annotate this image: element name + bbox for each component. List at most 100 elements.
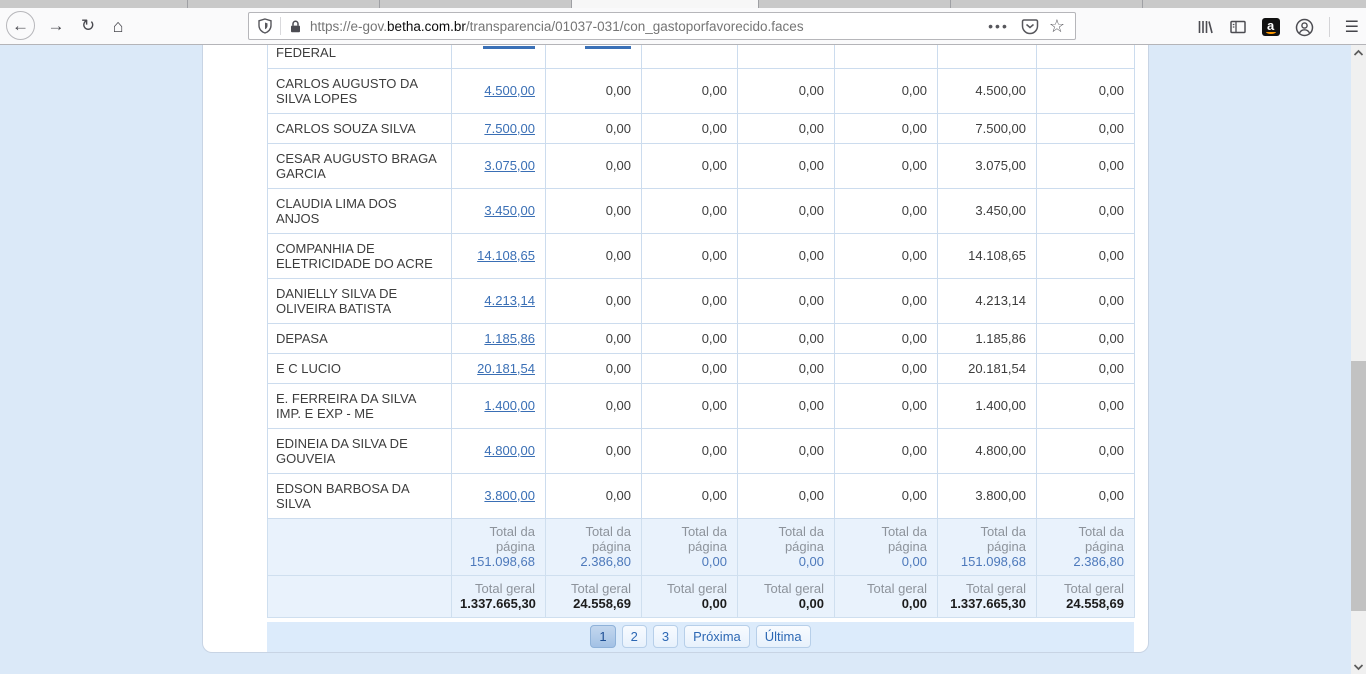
pocket-icon[interactable] <box>1021 17 1039 35</box>
empenhado-link[interactable]: 14.108,65 <box>477 248 535 263</box>
value-cell: 0,00 <box>834 382 938 429</box>
page-button-2[interactable]: 2 <box>621 625 647 648</box>
table-row: EDSON BARBOSA DA SILVA 3.800,00 0,00 0,00 0,… <box>267 472 1135 519</box>
forward-button[interactable]: → <box>44 16 68 36</box>
grand-total-value: 24.558,69 <box>1066 595 1124 611</box>
page-total-value: 151.098,68 <box>469 553 535 569</box>
empenhado-link[interactable]: 7.500,00 <box>484 120 535 136</box>
empenhado-link[interactable]: 3.450,00 <box>484 203 535 218</box>
tracking-protection-shield-icon[interactable] <box>257 18 273 34</box>
empenhado-link[interactable]: 3.800,00 <box>484 488 535 503</box>
value-cell: 14.108,65 <box>451 232 546 279</box>
value-cell <box>737 45 835 69</box>
value-cell: 0,00 <box>641 142 738 189</box>
empenhado-link[interactable]: 4.800,00 <box>484 443 535 458</box>
table-row: COMPANHIA DE ELETRICIDADE DO ACRE 14.108,… <box>267 232 1135 279</box>
value-cell: 0,00 <box>545 427 642 474</box>
home-button[interactable]: ⌂ <box>106 16 130 36</box>
value-cell: 0,00 <box>737 142 835 189</box>
value-cell: 0,00 <box>737 67 835 114</box>
page-total-value: 0,00 <box>701 553 727 569</box>
page-total-cell: Total da página 0,00 <box>834 517 938 576</box>
scrollbar-thumb[interactable] <box>1351 361 1366 611</box>
clipped-link[interactable] <box>483 46 535 49</box>
value-cell: 0,00 <box>1036 322 1135 354</box>
table-row-partial: FEDERAL <box>267 45 1135 69</box>
favorecido-name-cell: CESAR AUGUSTO BRAGA GARCIA <box>267 142 452 189</box>
back-icon: ← <box>12 15 29 35</box>
library-icon[interactable] <box>1196 18 1214 36</box>
value-cell: 0,00 <box>737 232 835 279</box>
page-total-value: 2.386,80 <box>580 553 631 569</box>
amazon-icon[interactable]: a <box>1261 18 1280 36</box>
forward-icon: → <box>47 16 65 35</box>
table-row: CLAUDIA LIMA DOS ANJOS 3.450,00 0,00 0,00 0,… <box>267 187 1135 234</box>
scroll-down-arrow[interactable] <box>1351 659 1366 674</box>
page-total-value: 0,00 <box>798 553 824 569</box>
value-cell: 0,00 <box>834 67 938 114</box>
value-cell: 20.181,54 <box>451 352 546 384</box>
page-total-label: Total da página <box>778 523 824 554</box>
favorecido-name-cell: EDINEIA DA SILVA DE GOUVEIA <box>267 427 452 474</box>
value-cell: 0,00 <box>641 67 738 114</box>
table-row: CARLOS AUGUSTO DA SILVA LOPES 4.500,00 0,0… <box>267 67 1135 114</box>
grand-total-label: Total geral <box>867 580 927 596</box>
page-total-cell: Total da página 151.098,68 <box>937 517 1037 576</box>
pagination-bar: 1 2 3 Próxima Última <box>267 621 1134 652</box>
value-cell: 0,00 <box>1036 277 1135 324</box>
page-total-cell: Total da página 2.386,80 <box>545 517 642 576</box>
empenhado-link[interactable]: 4.500,00 <box>484 83 535 98</box>
bookmark-star-icon[interactable]: ☆ <box>1048 16 1065 36</box>
clipped-link[interactable] <box>585 46 631 49</box>
favorecido-name-cell: DEPASA <box>267 322 452 354</box>
https-lock-icon[interactable] <box>288 19 303 34</box>
back-button[interactable]: ← <box>6 11 35 40</box>
next-page-button[interactable]: Próxima <box>684 625 750 648</box>
empenhado-link[interactable]: 1.185,86 <box>484 330 535 346</box>
grand-total-label: Total geral <box>667 580 727 596</box>
value-cell: 4.500,00 <box>451 67 546 114</box>
sidebar-icon[interactable] <box>1229 18 1247 36</box>
value-cell: 0,00 <box>545 277 642 324</box>
url-prefix: https://e-gov. <box>310 18 388 34</box>
favorecido-name-cell: DANIELLY SILVA DE OLIVEIRA BATISTA <box>267 277 452 324</box>
empenhado-link[interactable]: 4.213,14 <box>484 293 535 308</box>
value-cell: 0,00 <box>545 382 642 429</box>
home-icon: ⌂ <box>112 16 124 36</box>
value-cell: 3.075,00 <box>451 142 546 189</box>
page-actions-icon[interactable]: ••• <box>988 18 1009 34</box>
value-cell: 0,00 <box>641 472 738 519</box>
value-cell: 0,00 <box>834 112 938 144</box>
url-bar[interactable]: https://e-gov.betha.com.br/transparencia… <box>248 12 1076 40</box>
grand-total-value: 0,00 <box>901 595 927 611</box>
tab-strip <box>0 0 1366 8</box>
active-tab[interactable] <box>571 0 758 8</box>
value-cell: 0,00 <box>641 382 738 429</box>
account-icon[interactable] <box>1295 18 1314 37</box>
value-cell: 0,00 <box>834 232 938 279</box>
value-cell: 1.400,00 <box>451 382 546 429</box>
grand-total-label: Total geral <box>571 580 631 596</box>
reload-button[interactable]: ↻ <box>76 16 100 36</box>
empenhado-link[interactable]: 20.181,54 <box>477 360 535 376</box>
vertical-scrollbar[interactable] <box>1351 45 1366 674</box>
last-page-button[interactable]: Última <box>755 625 811 648</box>
page-button-1[interactable]: 1 <box>590 625 616 648</box>
page-button-3[interactable]: 3 <box>652 625 679 648</box>
grand-total-value: 0,00 <box>701 595 727 611</box>
value-cell <box>451 45 546 69</box>
page-total-label: Total da página <box>489 523 535 554</box>
page-total-label: Total da página <box>881 523 927 554</box>
scroll-up-arrow[interactable] <box>1351 45 1366 60</box>
favorecido-name-cell: COMPANHIA DE ELETRICIDADE DO ACRE <box>267 232 452 279</box>
empenhado-link[interactable]: 3.075,00 <box>484 158 535 173</box>
hamburger-menu-icon[interactable]: ☰ <box>1344 19 1359 36</box>
table-row: E C LUCIO 20.181,54 0,00 0,00 0,00 0,00 20.181… <box>267 352 1135 384</box>
page-total-cell: Total da página 2.386,80 <box>1036 517 1135 576</box>
value-cell: 0,00 <box>545 232 642 279</box>
content-card: FEDERAL CARLOS AUGUSTO DA SILVA LOPES 4.50… <box>202 45 1149 653</box>
value-cell: 0,00 <box>1036 232 1135 279</box>
empenhado-link[interactable]: 1.400,00 <box>484 398 535 413</box>
table-row: DEPASA 1.185,86 0,00 0,00 0,00 0,00 1.185,86 0,… <box>267 322 1135 354</box>
value-cell: 3.075,00 <box>937 142 1037 189</box>
